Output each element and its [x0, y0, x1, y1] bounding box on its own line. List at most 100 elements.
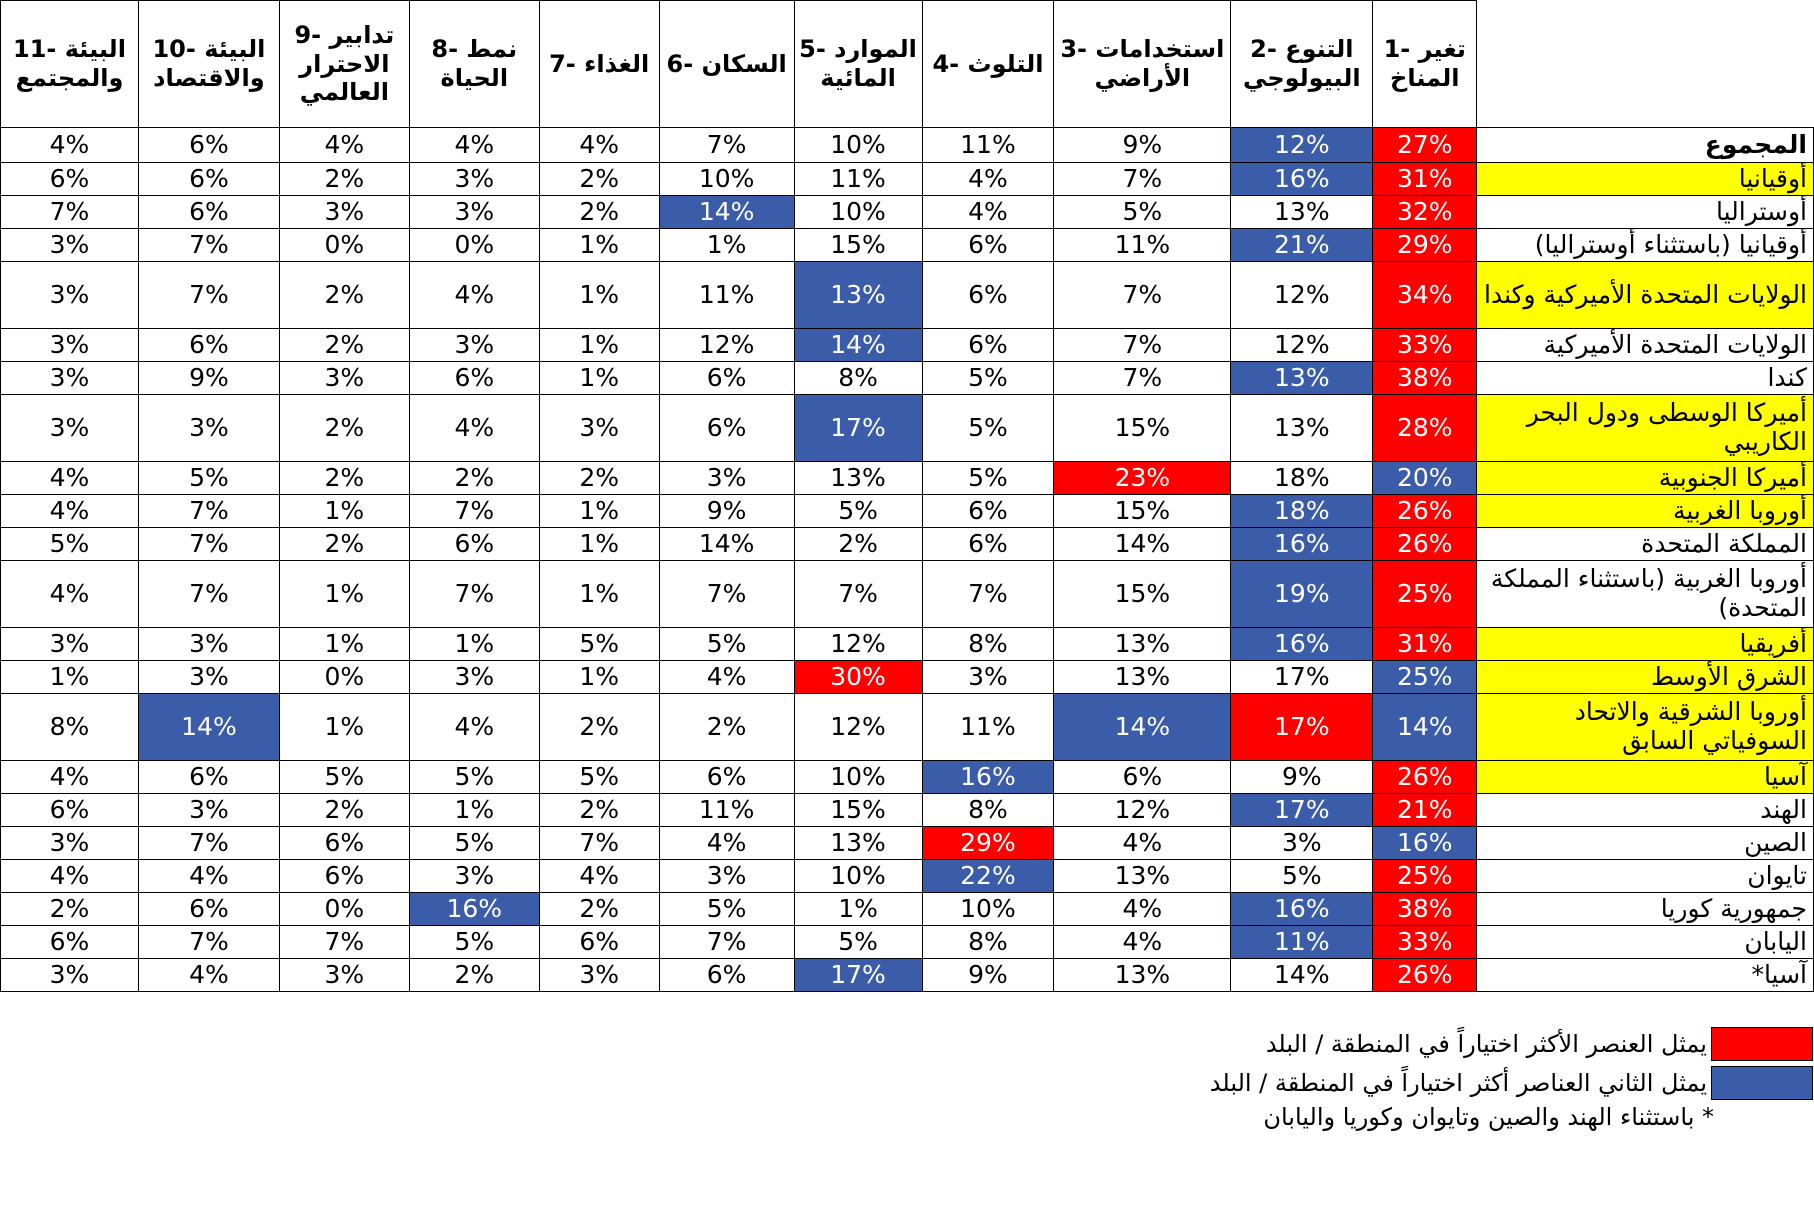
value-cell: 13%	[1230, 361, 1374, 395]
value-cell: 16%	[1372, 826, 1478, 860]
value-cell: 7%	[137, 826, 280, 860]
value-cell: 13%	[1053, 859, 1232, 893]
value-cell: 7%	[137, 261, 280, 329]
value-cell: 2%	[538, 693, 660, 761]
table-row: 5% 7% 2% 6% 1% 14% 2% 6% 14% 16% 26% المملكة المتحد…	[0, 527, 1814, 561]
table-row: 1% 3% 0% 3% 1% 4% 30% 3% 13% 17% 25% الشرق الأوسط	[0, 660, 1814, 694]
value-cell: 4%	[921, 162, 1055, 196]
value-cell: 5%	[658, 627, 795, 661]
value-cell: 5%	[921, 461, 1055, 495]
value-cell: 2%	[658, 693, 795, 761]
value-cell: 2%	[538, 793, 660, 827]
row-label: آسيا*	[1476, 958, 1814, 992]
value-cell: 13%	[1230, 195, 1374, 229]
value-cell: 3%	[0, 826, 139, 860]
value-cell: 4%	[408, 127, 540, 163]
value-cell: 3%	[408, 162, 540, 196]
value-cell: 2%	[793, 527, 923, 561]
value-cell: 3%	[278, 361, 410, 395]
value-cell: 33%	[1372, 925, 1478, 959]
table-row: 7% 6% 3% 3% 2% 14% 10% 4% 5% 13% 32% أوستراليا	[0, 195, 1814, 229]
table-row: 3% 6% 2% 3% 1% 12% 14% 6% 7% 12% 33% الولايات المتح…	[0, 328, 1814, 362]
value-cell: 5%	[793, 925, 923, 959]
value-cell: 7%	[1053, 261, 1232, 329]
value-cell: 5%	[408, 760, 540, 794]
value-cell: 15%	[1053, 494, 1232, 528]
value-cell: 14%	[137, 693, 280, 761]
value-cell: 16%	[408, 892, 540, 926]
value-cell: 5%	[137, 461, 280, 495]
value-cell: 6%	[658, 958, 795, 992]
value-cell: 29%	[1372, 228, 1478, 262]
value-cell: 14%	[658, 195, 795, 229]
value-cell: 4%	[278, 127, 410, 163]
value-cell: 5%	[1230, 859, 1374, 893]
value-cell: 7%	[658, 560, 795, 628]
table-row: 4% 5% 2% 2% 2% 3% 13% 5% 23% 18% 20% أميركا الجنوبي…	[0, 461, 1814, 495]
value-cell: 14%	[1053, 693, 1232, 761]
value-cell: 6%	[658, 394, 795, 462]
value-cell: 5%	[538, 627, 660, 661]
value-cell: 12%	[1230, 328, 1374, 362]
value-cell: 4%	[658, 826, 795, 860]
value-cell: 6%	[658, 760, 795, 794]
table-row: 3% 7% 6% 5% 7% 4% 13% 29% 4% 3% 16% الصين	[0, 826, 1814, 860]
value-cell: 2%	[408, 461, 540, 495]
table-row: 3% 3% 1% 1% 5% 5% 12% 8% 13% 16% 31% أفريقيا	[0, 627, 1814, 661]
value-cell: 3%	[0, 627, 139, 661]
value-cell: 4%	[408, 693, 540, 761]
column-header: 2- التنوع البيولوجي	[1230, 0, 1374, 128]
value-cell: 4%	[0, 461, 139, 495]
value-cell: 3%	[538, 958, 660, 992]
value-cell: 2%	[0, 892, 139, 926]
value-cell: 4%	[921, 195, 1055, 229]
value-cell: 25%	[1372, 660, 1478, 694]
value-cell: 17%	[1230, 793, 1374, 827]
value-cell: 3%	[0, 228, 139, 262]
value-cell: 4%	[137, 958, 280, 992]
value-cell: 8%	[0, 693, 139, 761]
value-cell: 4%	[408, 261, 540, 329]
legend-red-text: يمثل العنصر الأكثر اختياراً في المنطقة /…	[1265, 1030, 1707, 1058]
value-cell: 1%	[658, 228, 795, 262]
value-cell: 5%	[1053, 195, 1232, 229]
value-cell: 12%	[793, 627, 923, 661]
value-cell: 11%	[658, 261, 795, 329]
value-cell: 0%	[408, 228, 540, 262]
value-cell: 10%	[793, 760, 923, 794]
row-label: كندا	[1476, 361, 1814, 395]
row-label: الهند	[1476, 793, 1814, 827]
value-cell: 6%	[278, 859, 410, 893]
value-cell: 4%	[0, 494, 139, 528]
value-cell: 17%	[793, 958, 923, 992]
value-cell: 6%	[137, 328, 280, 362]
value-cell: 26%	[1372, 527, 1478, 561]
value-cell: 6%	[921, 527, 1055, 561]
value-cell: 2%	[278, 527, 410, 561]
value-cell: 7%	[793, 560, 923, 628]
value-cell: 3%	[278, 195, 410, 229]
value-cell: 7%	[137, 560, 280, 628]
value-cell: 10%	[921, 892, 1055, 926]
value-cell: 8%	[921, 793, 1055, 827]
value-cell: 7%	[137, 527, 280, 561]
column-header: 8- نمط الحياة	[408, 0, 540, 128]
value-cell: 10%	[793, 195, 923, 229]
row-label: اليابان	[1476, 925, 1814, 959]
value-cell: 14%	[793, 328, 923, 362]
value-cell: 7%	[278, 925, 410, 959]
value-cell: 15%	[793, 793, 923, 827]
value-cell: 7%	[137, 494, 280, 528]
value-cell: 5%	[793, 494, 923, 528]
value-cell: 1%	[408, 627, 540, 661]
value-cell: 26%	[1372, 958, 1478, 992]
value-cell: 7%	[658, 127, 795, 163]
value-cell: 5%	[658, 892, 795, 926]
value-cell: 28%	[1372, 394, 1478, 462]
row-label: الصين	[1476, 826, 1814, 860]
value-cell: 8%	[921, 627, 1055, 661]
row-label: الشرق الأوسط	[1476, 660, 1814, 694]
value-cell: 34%	[1372, 261, 1478, 329]
value-cell: 7%	[408, 560, 540, 628]
value-cell: 6%	[0, 793, 139, 827]
